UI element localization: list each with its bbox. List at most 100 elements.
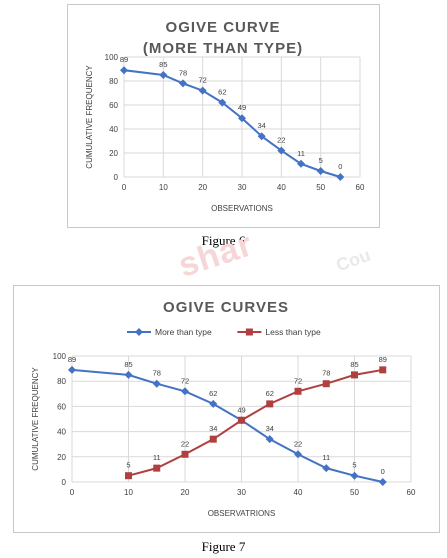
x-tick-label: 30 (238, 183, 247, 192)
data-point-diamond (179, 79, 187, 88)
data-point-diamond (336, 173, 345, 181)
data-label: 78 (322, 369, 330, 378)
x-axis-label: OBSERVATRIONS (208, 509, 276, 518)
data-label: 34 (257, 121, 265, 130)
data-label: 34 (266, 424, 274, 433)
data-point-diamond (378, 478, 387, 486)
data-label: 85 (350, 360, 358, 369)
data-label: 11 (297, 149, 305, 158)
x-axis-label: OBSERVATIONS (211, 204, 273, 213)
x-tick-label: 40 (294, 488, 303, 497)
y-tick-label: 60 (57, 402, 66, 411)
data-label: 22 (277, 136, 285, 145)
data-point-square (379, 366, 387, 374)
data-label: 89 (68, 355, 76, 364)
data-label: 49 (237, 405, 245, 414)
data-label: 0 (338, 162, 342, 171)
chart-title: (MORE THAN TYPE) (143, 40, 303, 57)
data-label: 72 (294, 376, 302, 385)
y-tick-label: 80 (57, 377, 66, 386)
data-label: 49 (238, 103, 246, 112)
chart-figure-7: OGIVE CURVES 0 20 40 60 80 100 0 10 20 30 40 50 60 OBS… (13, 285, 440, 533)
x-tick-label: 40 (277, 183, 286, 192)
data-point-diamond (218, 98, 227, 107)
data-point-square (351, 371, 358, 379)
y-tick-label: 100 (53, 352, 67, 361)
y-tick-label: 40 (109, 125, 118, 134)
y-axis-label: CUMULATIVE FREQUENCY (31, 367, 40, 471)
data-label: 78 (153, 369, 161, 378)
data-point-diamond (297, 159, 305, 168)
y-tick-label: 20 (109, 149, 118, 158)
x-tick-label: 10 (159, 183, 168, 192)
chart-title: OGIVE CURVES (163, 299, 289, 316)
data-label: 62 (209, 389, 217, 398)
data-label: 34 (209, 424, 217, 433)
data-label: 22 (294, 439, 302, 448)
y-tick-label: 40 (57, 428, 66, 437)
data-point-square (153, 464, 161, 472)
x-tick-label: 30 (237, 488, 246, 497)
data-point-diamond (209, 399, 218, 408)
chart-figure-6: OGIVE CURVE (MORE THAN TYPE) 0 20 40 60 80 100 0… (67, 4, 380, 228)
data-label: 11 (322, 453, 330, 462)
legend-entry-label: Less than type (265, 327, 321, 337)
x-tick-label: 60 (407, 488, 416, 497)
y-tick-label: 0 (114, 173, 119, 182)
data-label: 62 (266, 389, 274, 398)
data-label: 22 (181, 439, 189, 448)
x-tick-label: 20 (181, 488, 190, 497)
x-tick-label: 0 (70, 488, 75, 497)
data-label: 11 (153, 453, 161, 462)
figure-6-caption: Figure 6 (201, 233, 246, 248)
y-tick-label: 80 (109, 77, 118, 86)
legend-marker-square (245, 328, 253, 336)
figure-7-caption: Figure 7 (201, 539, 246, 554)
legend-marker-diamond (135, 328, 143, 336)
data-point-square (322, 380, 330, 388)
data-point-diamond (322, 464, 331, 473)
data-point-diamond (120, 66, 128, 75)
chart-title: OGIVE CURVE (166, 19, 281, 36)
chart-6-canvas: OGIVE CURVE(MORE THAN TYPE)0204060801000… (85, 19, 365, 213)
data-point-diamond (181, 387, 189, 396)
data-label: 72 (181, 376, 189, 385)
data-point-diamond (198, 86, 207, 95)
data-point-square (209, 435, 217, 443)
watermark-text-secondary: Cou (333, 244, 374, 276)
x-tick-label: 0 (122, 183, 127, 192)
y-tick-label: 100 (105, 53, 119, 62)
data-label: 5 (319, 156, 323, 165)
y-axis-label: CUMULATIVE FREQUENCY (85, 65, 94, 169)
data-point-square (294, 387, 302, 395)
data-point-diamond (277, 146, 286, 155)
data-point-diamond (152, 379, 161, 388)
data-point-square (266, 400, 274, 408)
data-label: 72 (198, 76, 206, 85)
y-tick-label: 60 (109, 101, 118, 110)
data-label: 89 (379, 355, 387, 364)
data-point-square (125, 472, 132, 480)
series-line (128, 368, 383, 477)
data-point-diamond (159, 71, 168, 79)
legend-entry-label: More than type (155, 327, 212, 337)
data-point-diamond (265, 435, 274, 444)
series-line (123, 69, 341, 178)
x-tick-label: 60 (356, 183, 365, 192)
x-tick-label: 50 (350, 488, 359, 497)
data-point-diamond (257, 132, 266, 141)
data-label: 5 (352, 461, 356, 470)
data-point-diamond (316, 167, 325, 175)
data-point-diamond (124, 370, 133, 379)
data-label: 62 (218, 88, 226, 97)
data-point-square (181, 450, 189, 458)
data-label: 78 (179, 68, 187, 77)
data-point-diamond (294, 450, 302, 459)
y-tick-label: 0 (62, 478, 67, 487)
data-label: 85 (124, 360, 132, 369)
data-label: 0 (381, 467, 385, 476)
data-point-diamond (238, 114, 246, 123)
data-point-diamond (350, 471, 359, 480)
data-label: 5 (126, 461, 130, 470)
x-tick-label: 20 (198, 183, 207, 192)
